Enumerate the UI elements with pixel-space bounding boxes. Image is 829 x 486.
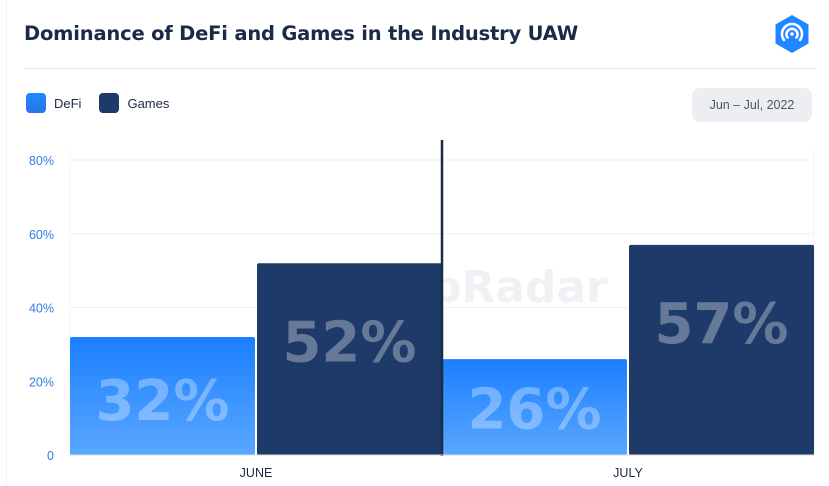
y-tick-label: 40%: [29, 302, 54, 316]
data-label: 26%: [467, 378, 601, 443]
data-label: 32%: [95, 369, 229, 434]
legend-item-defi[interactable]: DeFi: [26, 93, 81, 113]
legend-label-defi: DeFi: [54, 95, 82, 111]
data-label: 52%: [282, 310, 416, 375]
y-tick-label: 20%: [29, 375, 54, 389]
x-tick-label: JUNE: [240, 466, 273, 480]
date-range-button[interactable]: Jun – Jul, 2022: [692, 88, 812, 122]
header-divider: [24, 68, 816, 69]
bar-defi-june[interactable]: [70, 337, 255, 455]
y-tick-label: 80%: [29, 154, 54, 168]
dappradar-logo-icon[interactable]: [772, 14, 812, 54]
x-tick-label: JULY: [613, 466, 643, 480]
chart-title: Dominance of DeFi and Games in the Indus…: [24, 22, 579, 45]
y-tick-label: 60%: [29, 228, 54, 242]
legend-swatch-defi: [26, 93, 46, 113]
bar-games-july[interactable]: [629, 244, 814, 455]
y-tick-label: 0: [47, 449, 54, 463]
legend-item-games[interactable]: Games: [99, 93, 169, 113]
bar-games-june[interactable]: [257, 263, 442, 455]
legend: DeFi Games: [26, 93, 187, 113]
bar-defi-july[interactable]: [442, 359, 627, 455]
legend-label-games: Games: [127, 95, 170, 111]
legend-swatch-games: [99, 93, 120, 113]
data-label: 57%: [654, 292, 788, 357]
